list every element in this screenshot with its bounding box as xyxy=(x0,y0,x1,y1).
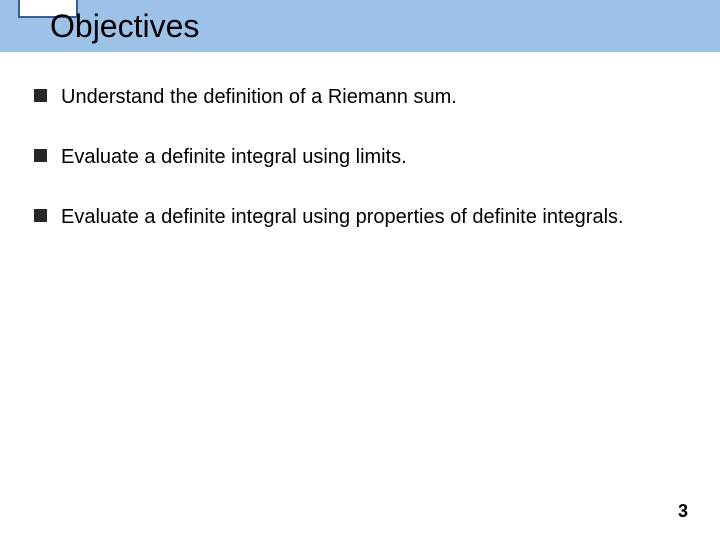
bullet-text: Evaluate a definite integral using prope… xyxy=(61,204,624,230)
list-item: Understand the definition of a Riemann s… xyxy=(34,84,680,110)
slide-title: Objectives xyxy=(50,8,199,45)
page-number: 3 xyxy=(678,501,688,522)
bullet-text: Evaluate a definite integral using limit… xyxy=(61,144,407,170)
bullet-icon xyxy=(34,149,47,162)
objectives-list: Understand the definition of a Riemann s… xyxy=(34,84,680,264)
bullet-icon xyxy=(34,89,47,102)
list-item: Evaluate a definite integral using limit… xyxy=(34,144,680,170)
list-item: Evaluate a definite integral using prope… xyxy=(34,204,680,230)
bullet-icon xyxy=(34,209,47,222)
bullet-text: Understand the definition of a Riemann s… xyxy=(61,84,457,110)
